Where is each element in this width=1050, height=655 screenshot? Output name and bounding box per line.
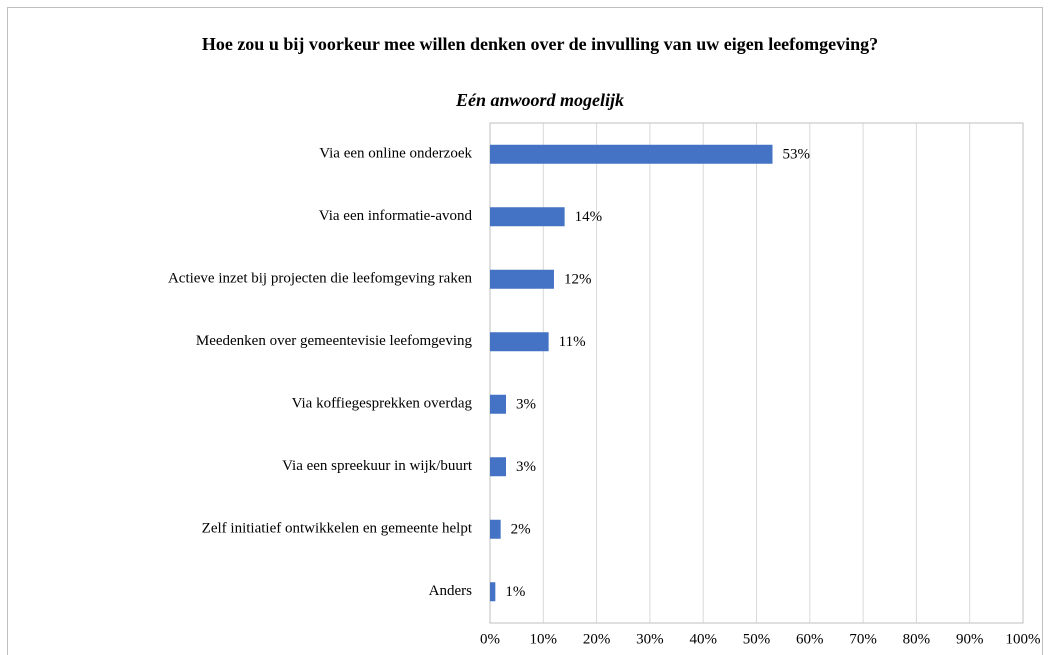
- data-label: 3%: [516, 459, 536, 475]
- plot-frame: [489, 122, 1024, 624]
- data-label: 53%: [782, 147, 810, 163]
- x-tick-label: 10%: [530, 631, 558, 647]
- y-tick-label: Zelf initiatief ontwikkelen en gemeente …: [202, 521, 473, 537]
- x-tick-label: 50%: [743, 631, 771, 647]
- data-label: 11%: [559, 334, 586, 350]
- bar: [490, 269, 554, 289]
- x-tick-label: 30%: [636, 631, 664, 647]
- x-tick-label: 0%: [480, 631, 500, 647]
- y-tick-label: Via een spreekuur in wijk/buurt: [282, 458, 473, 474]
- bar: [490, 519, 501, 539]
- y-tick-label: Meedenken over gemeentevisie leefomgevin…: [196, 333, 473, 349]
- x-tick-label: 20%: [583, 631, 611, 647]
- x-tick-label: 90%: [956, 631, 984, 647]
- chart-frame: [7, 7, 1043, 655]
- bar: [490, 332, 549, 352]
- bar: [490, 394, 506, 414]
- x-tick-label: 60%: [796, 631, 824, 647]
- chart-title: Hoe zou u bij voorkeur mee willen denken…: [201, 34, 879, 54]
- y-tick-label: Anders: [429, 583, 472, 599]
- x-tick-label: 80%: [903, 631, 931, 647]
- y-tick-label: Actieve inzet bij projecten die leefomge…: [168, 271, 473, 287]
- bar: [490, 582, 496, 602]
- data-label: 2%: [511, 522, 531, 538]
- chart-subtitle: Eén anwoord mogelijk: [455, 90, 625, 110]
- x-tick-label: 40%: [689, 631, 717, 647]
- y-tick-label: Via een online onderzoek: [319, 146, 472, 162]
- bar: [490, 207, 565, 227]
- y-tick-label: Via koffiegesprekken overdag: [292, 396, 473, 412]
- data-label: 1%: [505, 584, 525, 600]
- data-label: 14%: [575, 209, 603, 225]
- x-tick-label: 70%: [849, 631, 877, 647]
- x-tick-label: 100%: [1006, 631, 1041, 647]
- y-tick-label: Via een informatie-avond: [319, 208, 473, 224]
- data-label: 12%: [564, 272, 592, 288]
- bar: [490, 144, 773, 164]
- bar: [490, 457, 506, 477]
- data-label: 3%: [516, 397, 536, 413]
